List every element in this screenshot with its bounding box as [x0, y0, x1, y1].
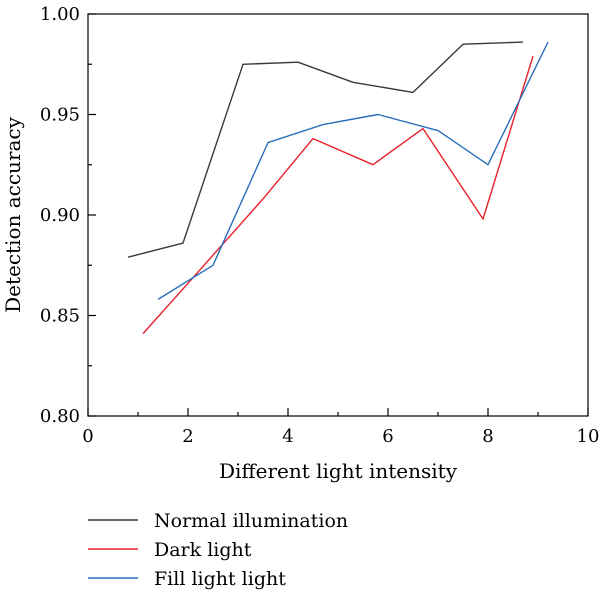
- y-tick-label: 0.90: [40, 205, 80, 226]
- y-axis-title: Detection accuracy: [1, 116, 25, 313]
- plot-frame: [87, 13, 589, 417]
- legend-label: Fill light light: [154, 568, 286, 590]
- x-tick-label: 0: [82, 426, 93, 447]
- legend-label: Dark light: [154, 539, 252, 561]
- series-line-2: [142, 55, 534, 335]
- x-tick-label: 2: [182, 426, 193, 447]
- legend: Normal illumination Dark light Fill light …: [88, 510, 348, 590]
- series-line-3: [157, 41, 549, 300]
- y-tick-label: 0.95: [40, 105, 80, 126]
- x-axis-title: Different light intensity: [219, 459, 458, 483]
- x-tick-label: 10: [577, 426, 600, 447]
- axes: 0 2 4 6 8 10 0.80 0.85 0.90 0.95 1.00: [40, 4, 600, 447]
- y-tick-label: 0.85: [40, 306, 80, 327]
- x-tick-label: 6: [382, 426, 393, 447]
- x-tick-label: 4: [282, 426, 293, 447]
- legend-label: Normal illumination: [154, 510, 348, 532]
- y-tick-label: 1.00: [40, 4, 80, 25]
- series-group: [127, 41, 549, 335]
- y-tick-label: 0.80: [40, 406, 80, 427]
- series-line-1: [127, 41, 524, 258]
- x-tick-label: 8: [482, 426, 493, 447]
